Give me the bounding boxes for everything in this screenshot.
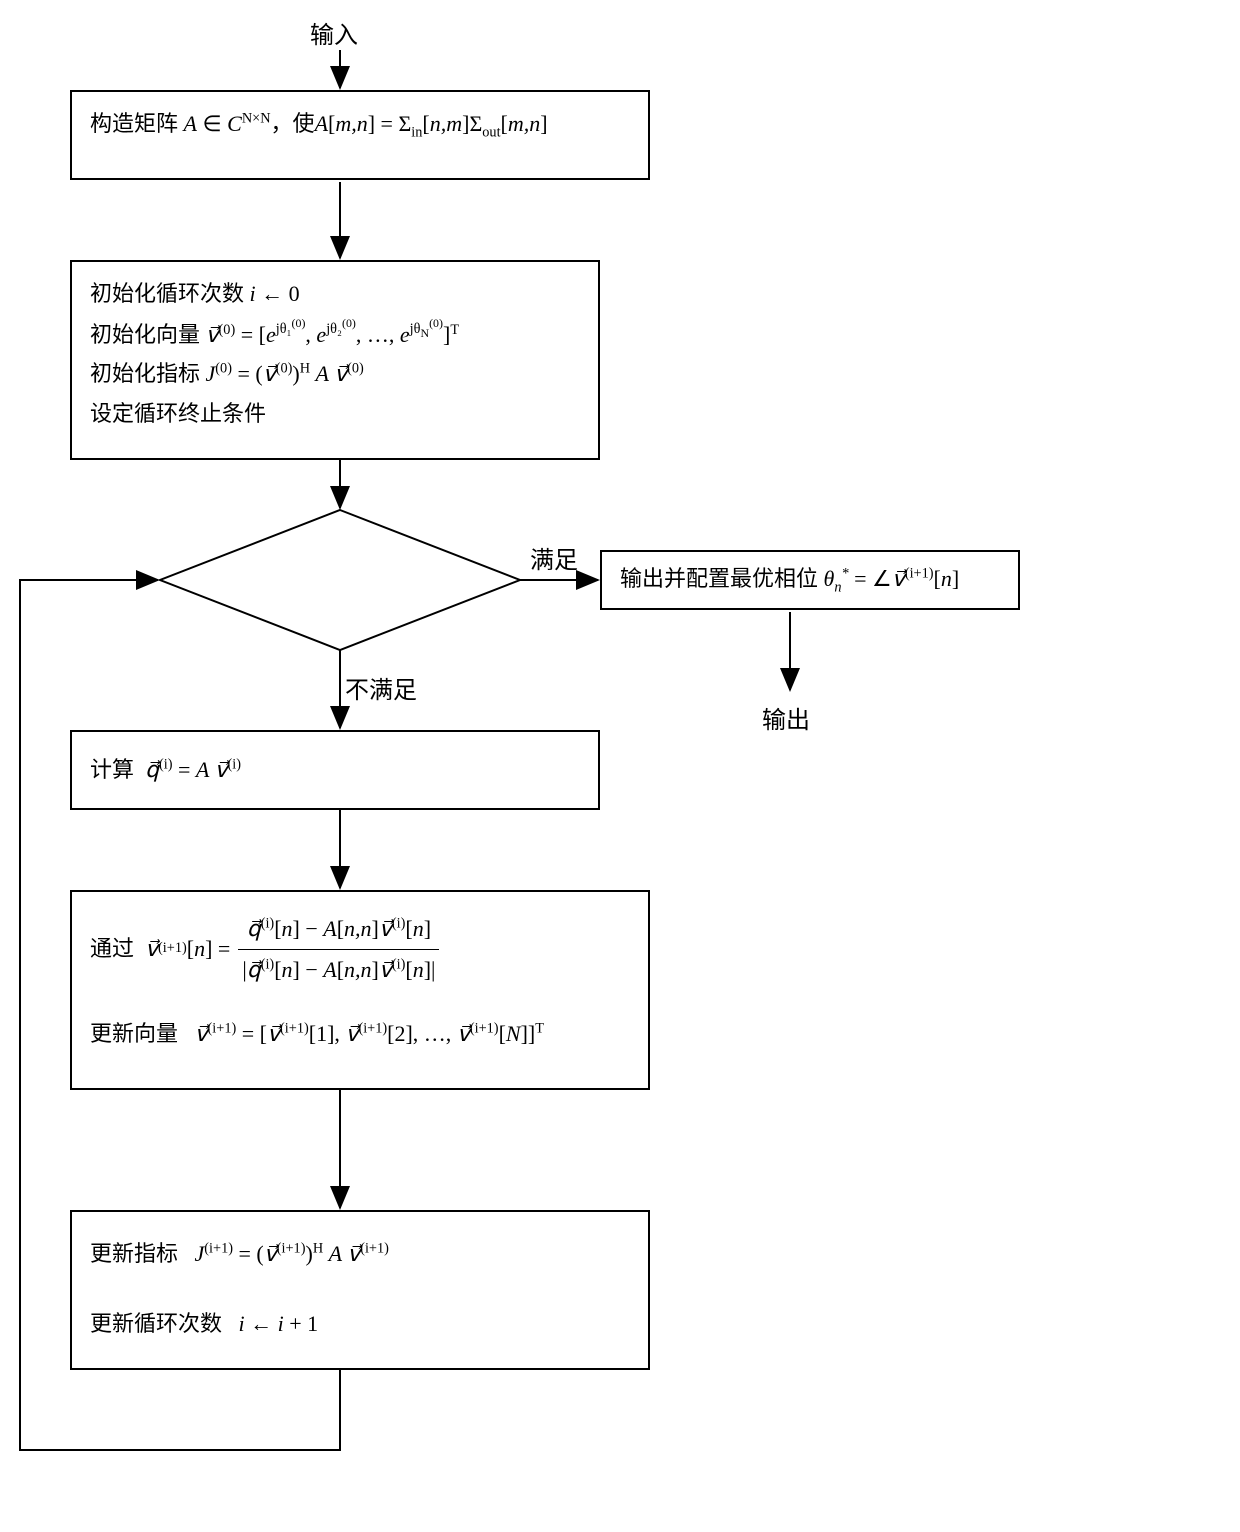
box2-line1: 初始化循环次数 i ← 0 (90, 274, 580, 314)
box-update-vector: 通过 v⃗(i+1)[n] = q⃗(i)[n] − A[n,n]v⃗(i)[n… (70, 890, 650, 1090)
box4-line1: 通过 v⃗(i+1)[n] = q⃗(i)[n] − A[n,n]v⃗(i)[n… (90, 904, 630, 994)
box-compute-q: 计算 q⃗(i) = A v⃗(i) (70, 730, 600, 810)
box2-line2: 初始化向量 v⃗(0) = [ejθ₁(0), ejθ₂(0), …, ejθN… (90, 314, 580, 355)
box-out-line: 输出并配置最优相位 θn* = ∠v⃗(i+1)[n] (620, 559, 959, 601)
box2-line4: 设定循环终止条件 (90, 394, 580, 434)
box3-line: 计算 q⃗(i) = A v⃗(i) (90, 750, 241, 790)
box1-line: 构造矩阵 A ∈ CN×N，使A[m,n] = Σin[n,m]Σout[m,n… (90, 111, 548, 136)
output-label: 输出 (762, 700, 810, 735)
box5-line2: 更新循环次数 i ← i + 1 (90, 1304, 630, 1344)
box-output-phase: 输出并配置最优相位 θn* = ∠v⃗(i+1)[n] (600, 550, 1020, 610)
decision-text: 判断是否满足循环终止条件 (180, 565, 500, 600)
box2-line3: 初始化指标 J(0) = (v⃗(0))H A v⃗(0) (90, 354, 580, 394)
box-update-metric: 更新指标 J(i+1) = (v⃗(i+1))H A v⃗(i+1) 更新循环次… (70, 1210, 650, 1370)
box-initialize: 初始化循环次数 i ← 0 初始化向量 v⃗(0) = [ejθ₁(0), ej… (70, 260, 600, 460)
box-construct-matrix: 构造矩阵 A ∈ CN×N，使A[m,n] = Σin[n,m]Σout[m,n… (70, 90, 650, 180)
box4-line2: 更新向量 v⃗(i+1) = [v⃗(i+1)[1], v⃗(i+1)[2], … (90, 1014, 630, 1054)
not-satisfy-label: 不满足 (345, 670, 417, 705)
input-label: 输入 (310, 15, 358, 50)
box5-line1: 更新指标 J(i+1) = (v⃗(i+1))H A v⃗(i+1) (90, 1234, 630, 1274)
satisfy-label: 满足 (530, 540, 578, 575)
